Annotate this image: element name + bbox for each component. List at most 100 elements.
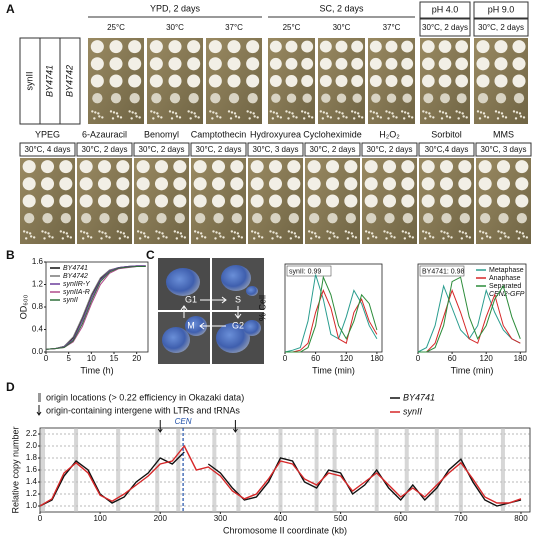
colony-spot bbox=[458, 160, 472, 174]
colony-spot bbox=[369, 40, 382, 53]
colony-spot bbox=[116, 194, 130, 208]
plate-label: 37°C bbox=[225, 23, 243, 32]
phase-label: G1 bbox=[185, 294, 197, 304]
colony-speck bbox=[303, 111, 307, 114]
x-tick-label: 800 bbox=[514, 514, 528, 523]
x-tick-label: 300 bbox=[214, 514, 228, 523]
colony-spot bbox=[168, 40, 182, 54]
colony-speck bbox=[403, 237, 407, 240]
colony-speck bbox=[328, 237, 331, 240]
colony-speck bbox=[203, 236, 207, 239]
colony-speck bbox=[325, 112, 329, 115]
colony-speck bbox=[276, 235, 279, 238]
colony-speck bbox=[335, 110, 338, 113]
colony-speck bbox=[371, 117, 375, 120]
colony-speck bbox=[442, 237, 445, 240]
colony-spot bbox=[151, 93, 162, 104]
colony-spot bbox=[325, 194, 340, 208]
colony-speck bbox=[252, 112, 255, 115]
colony-speck bbox=[501, 115, 505, 118]
colony-speck bbox=[428, 235, 432, 238]
colony-speck bbox=[237, 116, 241, 119]
micrograph bbox=[158, 258, 264, 364]
origin-bar bbox=[314, 428, 319, 512]
origin-legend-swatch bbox=[38, 393, 41, 402]
colony-speck bbox=[178, 116, 182, 119]
colony-spot bbox=[478, 177, 492, 191]
colony-speck bbox=[443, 231, 446, 234]
colony-speck bbox=[488, 236, 492, 239]
colony-speck bbox=[440, 230, 443, 233]
colony-spot bbox=[208, 74, 222, 88]
colony-speck bbox=[153, 111, 156, 114]
colony-speck bbox=[294, 235, 298, 238]
x-tick-label: 0 bbox=[416, 354, 421, 363]
colony-speck bbox=[176, 231, 180, 234]
colony-speck bbox=[517, 237, 521, 240]
colony-spot bbox=[270, 213, 281, 224]
colony-spot bbox=[495, 93, 507, 104]
colony-speck bbox=[408, 235, 412, 238]
series-line bbox=[418, 276, 521, 353]
colony-speck bbox=[297, 236, 301, 239]
colony-spot bbox=[480, 213, 491, 224]
colony-speck bbox=[86, 235, 90, 238]
y-tick-label: 1.6 bbox=[26, 465, 38, 474]
colony-speck bbox=[421, 230, 425, 233]
colony-spot bbox=[109, 57, 123, 71]
colony-speck bbox=[155, 230, 158, 233]
condition-label: Cycloheximide bbox=[303, 129, 362, 139]
colony-speck bbox=[51, 236, 54, 239]
colony-speck bbox=[310, 116, 314, 119]
colony-speck bbox=[332, 232, 335, 235]
colony-speck bbox=[395, 116, 398, 119]
colony-speck bbox=[291, 112, 294, 115]
colony-spot bbox=[128, 74, 142, 88]
colony-spot bbox=[210, 93, 221, 104]
plot-frame bbox=[45, 261, 149, 353]
colony-speck bbox=[179, 232, 183, 235]
colony-speck bbox=[66, 235, 70, 238]
series-line bbox=[418, 288, 521, 353]
colony-speck bbox=[285, 110, 288, 113]
colony-speck bbox=[101, 116, 104, 119]
colony-speck bbox=[25, 231, 29, 234]
x-tick-label: 180 bbox=[370, 354, 384, 363]
colony-speck bbox=[180, 235, 184, 238]
colony-speck bbox=[313, 232, 317, 235]
colony-spot bbox=[208, 57, 222, 71]
colony-spot bbox=[401, 57, 414, 70]
colony-speck bbox=[346, 237, 350, 240]
colony-speck bbox=[252, 237, 256, 240]
colony-speck bbox=[22, 230, 26, 233]
colony-speck bbox=[29, 235, 33, 238]
colony-spot bbox=[287, 194, 301, 208]
strain-label: BY4742 bbox=[64, 65, 74, 97]
colony-speck bbox=[212, 111, 215, 114]
colony-speck bbox=[183, 236, 187, 239]
colony-spot bbox=[455, 74, 468, 88]
colony-spot bbox=[382, 177, 397, 191]
origin-bar bbox=[116, 428, 121, 512]
colony-speck bbox=[131, 111, 134, 114]
colony-spot bbox=[319, 40, 332, 53]
colony-spot bbox=[187, 57, 201, 71]
colony-spot bbox=[213, 213, 224, 224]
colony-spot bbox=[268, 177, 283, 191]
colony-spot bbox=[97, 160, 112, 174]
colony-speck bbox=[309, 237, 313, 240]
colony-speck bbox=[156, 112, 159, 115]
y-tick-label: 1.8 bbox=[26, 453, 38, 462]
colony-speck bbox=[211, 117, 214, 120]
colony-speck bbox=[189, 117, 192, 120]
colony-spot bbox=[385, 40, 398, 53]
colony-speck bbox=[321, 117, 325, 120]
colony-spot bbox=[208, 40, 222, 54]
legend-label: synIIA-R bbox=[63, 289, 90, 296]
strain-label: BY4741 bbox=[44, 65, 54, 97]
colony-spot bbox=[250, 194, 264, 208]
colony-spot bbox=[287, 177, 301, 191]
y-tick-label: 1.4 bbox=[26, 477, 38, 486]
origin-bar bbox=[176, 428, 181, 512]
origin-bar bbox=[41, 428, 46, 512]
